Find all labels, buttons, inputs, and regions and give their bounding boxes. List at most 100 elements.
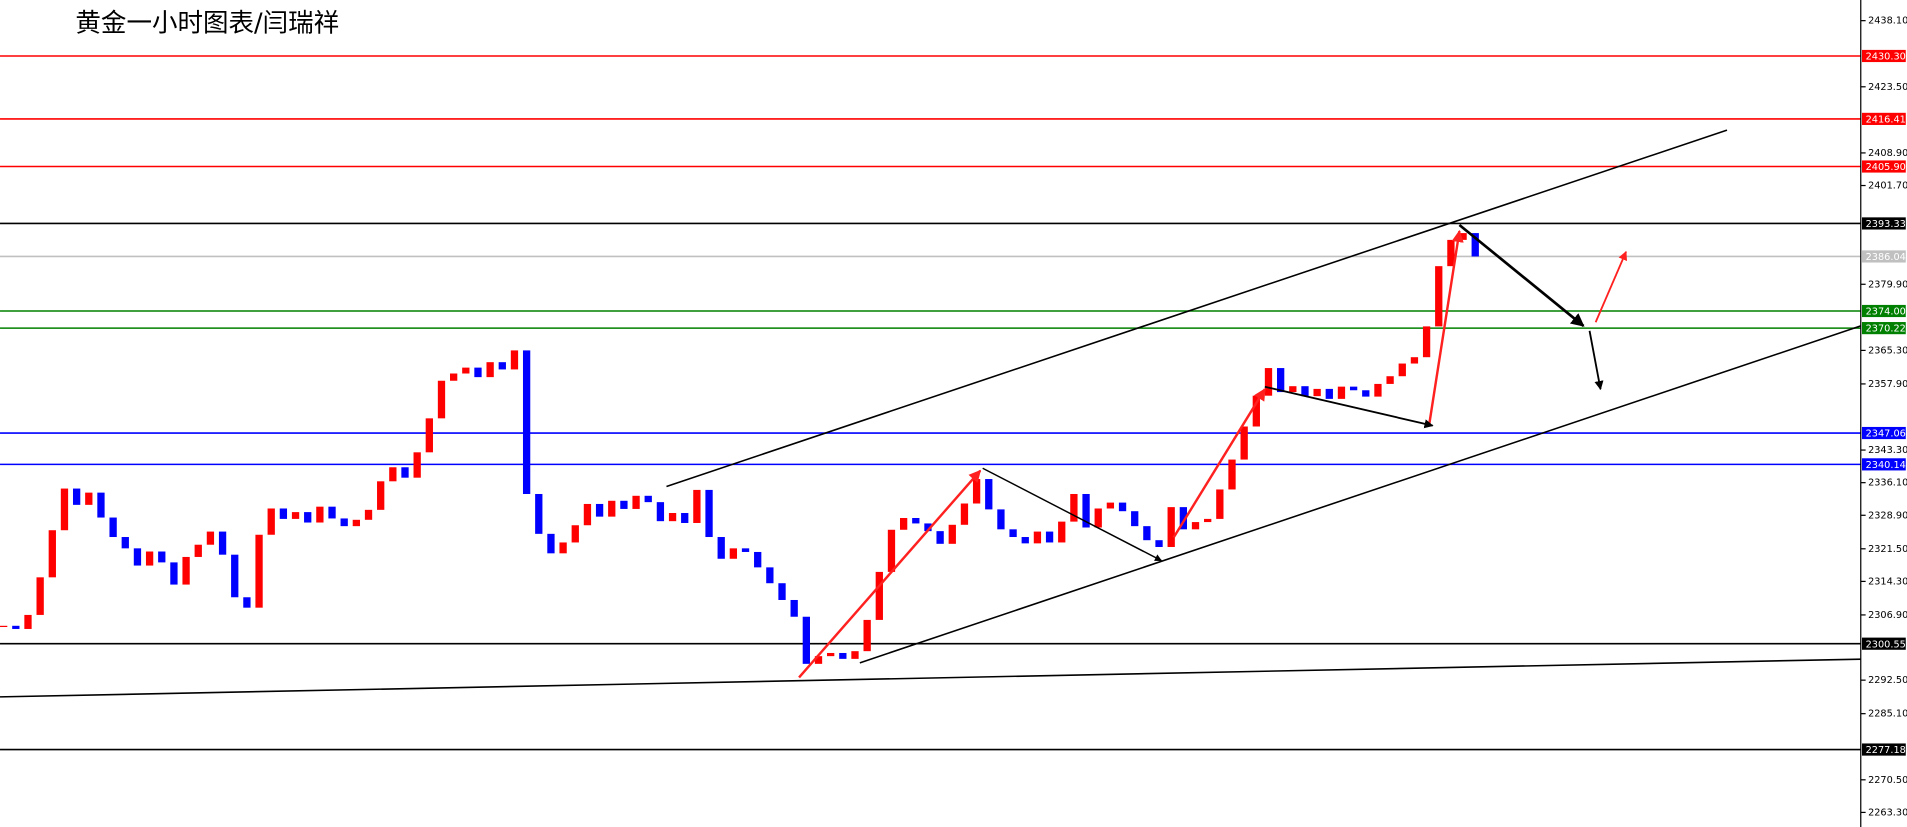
level-label: 2370.22 <box>1866 324 1906 335</box>
candle <box>364 509 373 520</box>
candle <box>997 509 1005 530</box>
y-tick-label: 2438.10 <box>1868 16 1907 27</box>
candle <box>109 517 117 538</box>
candle <box>498 362 506 370</box>
channel-lower <box>859 325 1862 664</box>
support-line <box>0 658 1861 698</box>
candle <box>668 513 677 522</box>
candle <box>1386 376 1394 384</box>
candle <box>121 537 129 549</box>
level-label: 2405.90 <box>1866 162 1906 173</box>
candle <box>814 656 823 664</box>
candle <box>425 418 433 453</box>
candle <box>1240 426 1248 460</box>
candle <box>729 548 738 559</box>
candle <box>985 479 993 510</box>
candle <box>960 503 969 525</box>
candle <box>1070 493 1078 522</box>
level-label-box <box>1861 743 1906 756</box>
candle <box>182 556 190 585</box>
candle <box>133 548 142 566</box>
candle <box>316 506 324 523</box>
candle <box>632 495 640 509</box>
candle <box>1435 266 1443 327</box>
level-label: 2416.41 <box>1866 115 1906 126</box>
y-tick-label: 2263.30 <box>1868 807 1907 818</box>
level-label-box <box>1861 304 1906 318</box>
candle <box>681 513 689 523</box>
candle <box>802 616 810 664</box>
level-label-box <box>1861 217 1906 230</box>
candle <box>85 492 93 505</box>
drawings <box>0 129 1862 698</box>
candle <box>899 517 908 530</box>
candle <box>1374 383 1382 397</box>
chart-title: 黄金一小时图表/闫瑞祥 <box>75 8 339 38</box>
candle <box>340 518 348 527</box>
candle <box>255 534 263 608</box>
y-tick-label: 2306.90 <box>1868 610 1907 621</box>
candle <box>1216 489 1224 519</box>
level-label: 2340.14 <box>1866 460 1906 471</box>
candle <box>510 350 519 370</box>
candle <box>279 508 288 519</box>
candle <box>486 362 494 378</box>
y-tick-label: 2321.50 <box>1868 544 1907 555</box>
candle <box>1228 459 1236 490</box>
candle <box>474 367 482 378</box>
y-tick-label: 2336.10 <box>1868 478 1907 489</box>
candle <box>1094 508 1102 528</box>
candle <box>1045 531 1054 543</box>
candle <box>1313 388 1321 397</box>
candle <box>377 481 385 510</box>
candle <box>559 542 567 554</box>
arrow-down <box>982 467 1163 562</box>
candle <box>620 500 628 509</box>
candle <box>1118 502 1127 512</box>
candle <box>1349 386 1358 391</box>
candle <box>863 619 871 652</box>
candle <box>887 529 896 572</box>
y-tick-label: 2423.50 <box>1868 82 1907 93</box>
candle <box>1471 233 1479 257</box>
candle <box>12 625 20 629</box>
candle <box>778 583 786 600</box>
arrow-down <box>1588 330 1604 391</box>
candle <box>243 597 251 608</box>
candle <box>1410 357 1419 364</box>
arrow-up <box>1172 388 1266 539</box>
level-label: 2386.04 <box>1866 252 1906 263</box>
y-tick-label: 2343.30 <box>1868 445 1907 456</box>
y-tick-label: 2401.70 <box>1868 181 1907 192</box>
level-label-box <box>1861 112 1906 125</box>
candle <box>97 492 105 518</box>
level-label: 2374.00 <box>1866 307 1906 318</box>
candle <box>972 479 981 504</box>
level-label-box <box>1861 49 1906 63</box>
candle <box>1009 529 1017 538</box>
candle <box>328 506 336 519</box>
y-tick-label: 2285.10 <box>1868 709 1907 720</box>
level-label-box <box>1861 160 1906 173</box>
candle <box>1459 233 1467 240</box>
level-label: 2430.30 <box>1866 52 1906 63</box>
candle <box>158 551 166 563</box>
candle <box>1106 502 1115 509</box>
candle <box>231 554 239 598</box>
candle <box>1021 537 1029 544</box>
y-tick-label: 2314.30 <box>1868 576 1907 587</box>
candle <box>741 548 750 552</box>
candle <box>1301 386 1309 397</box>
candle <box>912 517 920 524</box>
candle <box>170 562 178 585</box>
candle <box>571 525 579 543</box>
level-labels: 2430.30 2416.41 2405.90 2393.33 2386.04 2374.… <box>1861 49 1906 756</box>
candle <box>1191 522 1200 530</box>
candle <box>717 537 725 559</box>
candle <box>1179 507 1188 530</box>
arrow-up <box>798 469 982 679</box>
y-tick-label: 2328.90 <box>1868 510 1907 521</box>
candle <box>535 493 543 534</box>
candle <box>60 488 69 531</box>
candle <box>0 625 8 628</box>
